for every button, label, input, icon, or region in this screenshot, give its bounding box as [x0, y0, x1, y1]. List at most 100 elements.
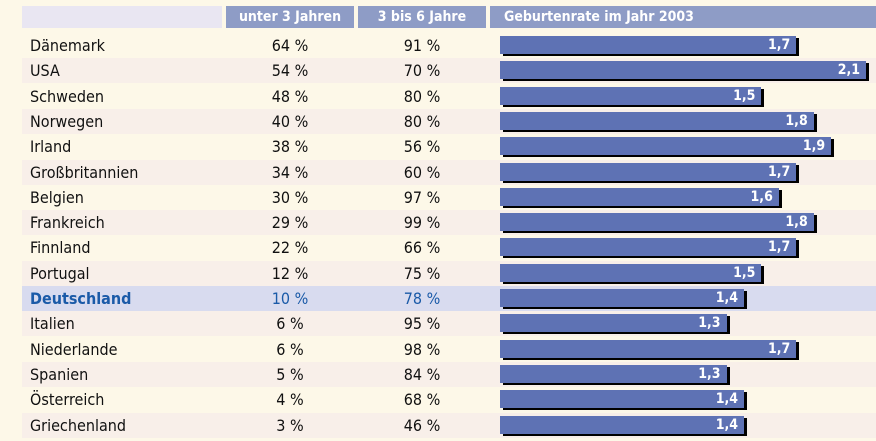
bar-label: 1,7 [767, 163, 791, 180]
row: Frankreich 29 % 99 % 1,8 [22, 210, 876, 236]
bar-label: 1,7 [767, 37, 791, 53]
row: Dänemark 64 % 91 % 1,7 [22, 33, 876, 58]
header-blank [22, 6, 222, 28]
bar-label: 1,3 [698, 365, 721, 382]
country: Deutschland [30, 289, 132, 308]
bar-label: 1,4 [715, 416, 738, 433]
age3to6: 95 % [403, 314, 441, 334]
age3to6: 68 % [403, 390, 441, 410]
row: Niederlande 6 % 98 % 1,7 [22, 337, 876, 362]
under3: 30 % [271, 187, 309, 207]
bar-label: 1,8 [785, 214, 808, 231]
age3to6: 84 % [403, 364, 441, 384]
under3: 12 % [271, 263, 309, 283]
country: Portugal [30, 263, 90, 283]
under3: 4 % [276, 390, 304, 410]
country: Schweden [30, 86, 104, 106]
age3to6: 70 % [403, 61, 441, 81]
bar: 1,3 [500, 314, 727, 333]
bar-label: 1,4 [715, 391, 738, 408]
header: Geburtenrate im Jahr 2003 [490, 6, 876, 28]
bar: 1,8 [500, 213, 814, 232]
bar: 1,9 [500, 137, 832, 156]
country: USA [30, 61, 60, 81]
bar: 2,1 [500, 61, 866, 80]
row: USA 54 % 70 % 2,1 [22, 58, 876, 84]
row: Italien 6 % 95 % 1,3 [22, 311, 876, 337]
bar: 1,8 [500, 111, 814, 130]
header: 3 bis 6 Jahre [358, 6, 486, 28]
country: Spanien [30, 364, 89, 384]
row: Großbritannien 34 % 60 % 1,7 [22, 159, 876, 185]
row: Portugal 12 % 75 % 1,5 [22, 260, 876, 286]
under3: 64 % [271, 36, 309, 55]
bar: 1,7 [500, 162, 797, 181]
country: Norwegen [30, 111, 104, 131]
bar-label: 1,9 [802, 138, 826, 155]
under3: 48 % [271, 86, 309, 106]
row: Norwegen 40 % 80 % 1,8 [22, 108, 876, 134]
country: Niederlande [30, 339, 118, 359]
bar: 1,7 [500, 36, 797, 54]
country: Finnland [30, 238, 91, 258]
bar: 1,7 [500, 238, 797, 257]
bar: 1,3 [500, 364, 727, 383]
country: Dänemark [30, 36, 105, 55]
age3to6: 97 % [403, 187, 441, 207]
bar-label: 1,3 [698, 315, 721, 332]
under3: 6 % [276, 314, 304, 334]
age3to6: 98 % [403, 339, 441, 359]
age3to6: 91 % [403, 36, 441, 55]
country: Frankreich [30, 213, 105, 233]
age3to6: 66 % [403, 238, 441, 258]
row: Belgien 30 % 97 % 1,6 [22, 185, 876, 210]
bar: 1,4 [500, 390, 744, 409]
row: Schweden 48 % 80 % 1,5 [22, 84, 876, 109]
country: Großbritannien [30, 162, 139, 182]
bar: 1,5 [500, 263, 762, 282]
bar-label: 1,8 [785, 112, 808, 129]
under3: 54 % [271, 61, 309, 81]
under3: 10 % [271, 289, 309, 308]
header: unter 3 Jahren [226, 6, 354, 28]
row: Österreich 4 % 68 % 1,4 [22, 387, 876, 412]
row: Finnland 22 % 66 % 1,7 [22, 235, 876, 260]
under3: 3 % [276, 415, 304, 435]
age3to6: 80 % [403, 86, 441, 106]
bar-label: 1,7 [767, 340, 791, 357]
bar-label: 1,6 [750, 188, 773, 205]
age3to6: 78 % [403, 289, 441, 308]
country: Irland [30, 137, 72, 157]
row: Griechenland 3 % 46 % 1,4 [22, 412, 876, 438]
age3to6: 75 % [403, 263, 441, 283]
bar-label: 2,1 [837, 62, 860, 79]
bar-label: 1,4 [715, 290, 738, 306]
row: Deutschland 10 % 78 % 1,4 [22, 286, 876, 311]
bar-label: 1,5 [733, 264, 756, 281]
bar-label: 1,7 [767, 239, 791, 256]
row: Spanien 5 % 84 % 1,3 [22, 361, 876, 387]
bar: 1,7 [500, 339, 797, 358]
age3to6: 46 % [403, 415, 441, 435]
bar: 1,4 [500, 289, 744, 307]
age3to6: 56 % [403, 137, 441, 157]
bar: 1,5 [500, 86, 762, 105]
row: Irland 38 % 56 % 1,9 [22, 134, 876, 159]
under3: 29 % [271, 213, 309, 233]
country: Griechenland [30, 415, 127, 435]
under3: 40 % [271, 111, 309, 131]
under3: 22 % [271, 238, 309, 258]
under3: 34 % [271, 162, 309, 182]
under3: 5 % [276, 364, 304, 384]
country: Österreich [30, 390, 105, 410]
bar-label: 1,5 [733, 87, 756, 104]
under3: 38 % [271, 137, 309, 157]
age3to6: 99 % [403, 213, 441, 233]
country: Italien [30, 314, 75, 334]
age3to6: 60 % [403, 162, 441, 182]
bar: 1,4 [500, 415, 744, 434]
age3to6: 80 % [403, 111, 441, 131]
bar: 1,6 [500, 187, 779, 206]
